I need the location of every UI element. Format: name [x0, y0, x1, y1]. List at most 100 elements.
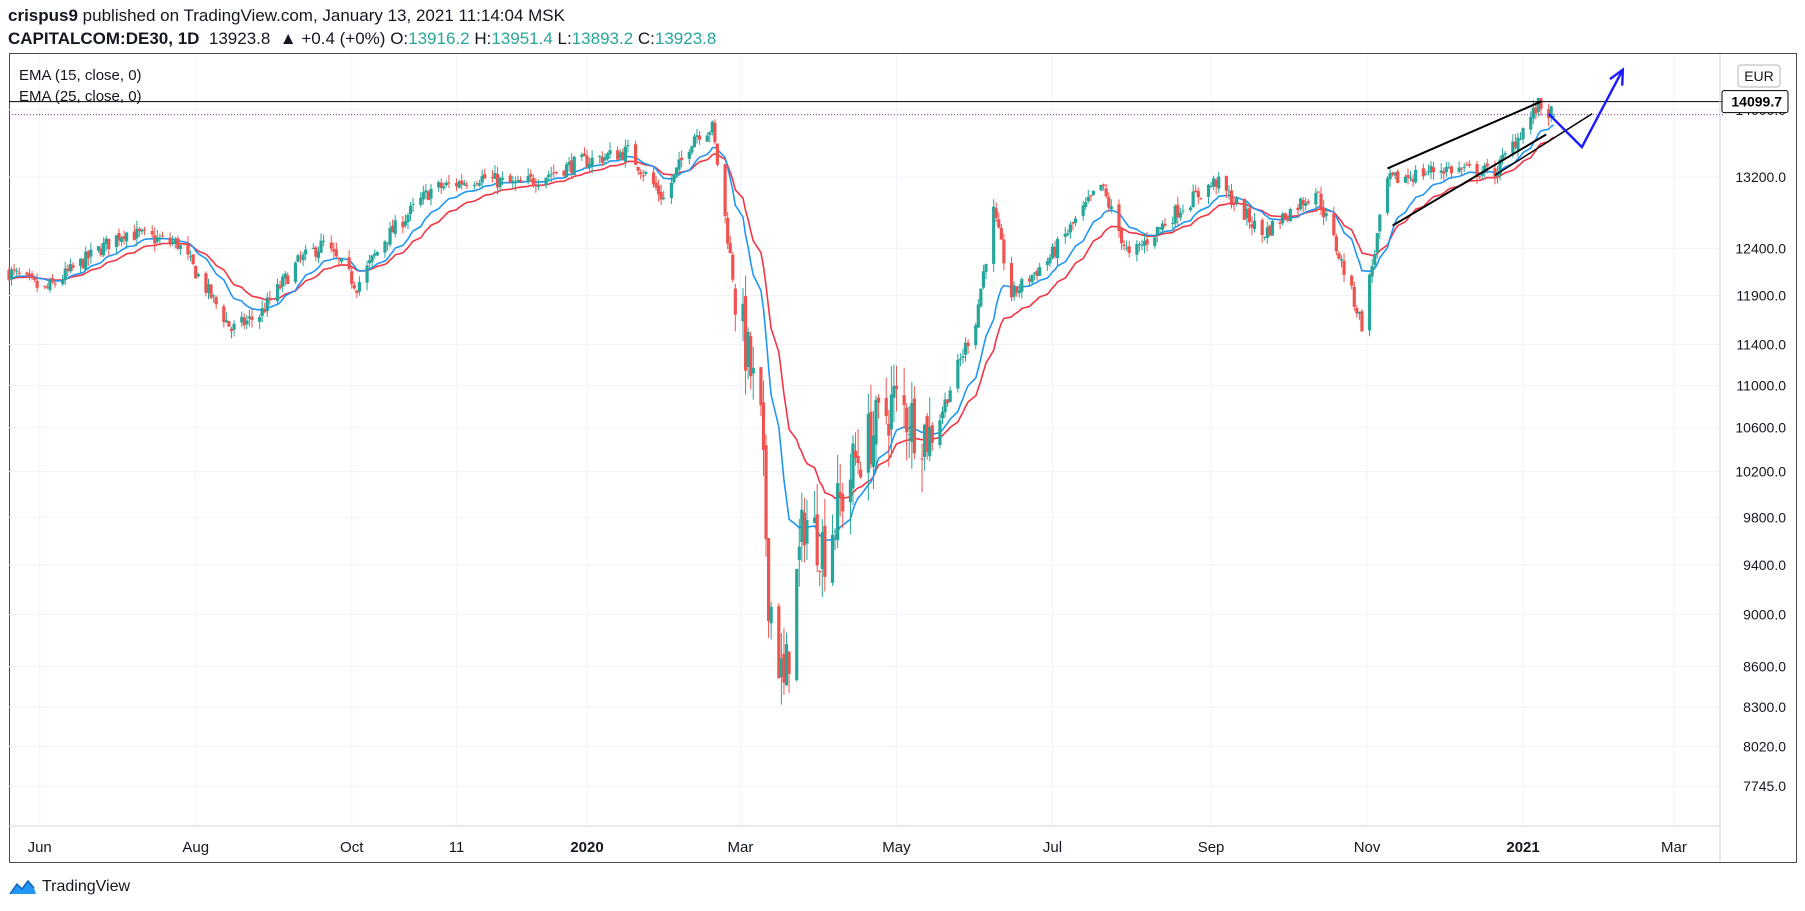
candle-body [465, 185, 469, 187]
candle-body [1142, 240, 1147, 246]
candle-body [122, 236, 126, 240]
candle-body [457, 181, 461, 188]
candle-body [403, 221, 408, 226]
candle-body [84, 251, 88, 270]
y-tick-label: 12400.0 [1735, 240, 1786, 256]
channel-lower-line [1392, 133, 1547, 227]
candle-body [1288, 209, 1292, 222]
last-price-badge-label: 14099.7 [1731, 94, 1782, 110]
candle-body [833, 530, 837, 532]
candle-body [815, 514, 819, 566]
candle-body [590, 157, 594, 166]
candle-body [907, 434, 911, 436]
x-tick-label: 2021 [1506, 839, 1539, 856]
candle-body [1334, 236, 1338, 252]
candle-body [743, 296, 748, 371]
candle-body [1324, 213, 1328, 217]
candle-body [1521, 128, 1525, 140]
candle-body [963, 342, 968, 355]
candle-body [830, 534, 835, 583]
candle-body [1015, 286, 1019, 293]
candle-body [659, 191, 663, 200]
candle-body [1316, 191, 1321, 193]
candle-body [1270, 220, 1275, 236]
candle-body [125, 232, 129, 242]
candle-body [229, 328, 234, 331]
candle-body [677, 159, 681, 170]
candle-body [618, 152, 622, 159]
candle-body [227, 321, 231, 327]
candle-body [1084, 202, 1088, 207]
candle-body [654, 182, 658, 188]
candle-body [552, 172, 556, 174]
candle-body [1501, 154, 1505, 161]
candle-body [1053, 246, 1057, 257]
candle-body [150, 231, 154, 235]
candle-body [1017, 290, 1021, 294]
candle-body [368, 260, 372, 264]
candle-body [188, 256, 193, 258]
candle-body [373, 253, 377, 256]
candle-body [1460, 168, 1464, 170]
candle-body [1360, 311, 1364, 332]
candle-body [674, 167, 679, 174]
candle-body [1127, 246, 1131, 253]
candle-body [263, 309, 267, 313]
candle-body [483, 174, 487, 179]
y-tick-label: 9800.0 [1743, 509, 1786, 525]
candle-body [454, 182, 459, 187]
ema25-legend[interactable]: EMA (25, close, 0) [19, 88, 142, 105]
candle-body [1135, 243, 1139, 255]
candle-body [912, 398, 916, 454]
candle-body [1368, 274, 1372, 331]
candle-body [636, 166, 640, 171]
candle-body [224, 320, 228, 323]
candle-body [1209, 185, 1213, 187]
candle-body [1229, 190, 1234, 206]
candle-body [564, 164, 569, 177]
candle-body [866, 413, 870, 473]
candle-body [621, 151, 625, 160]
candle-body [1119, 228, 1124, 244]
candle-body [1050, 246, 1055, 259]
candle-body [1178, 212, 1182, 218]
tradingview-footer[interactable]: TradingView [8, 876, 130, 898]
candle-body [104, 238, 108, 245]
candle-body [518, 179, 523, 183]
author-name[interactable]: crispus9 [8, 6, 78, 25]
candle-body [250, 316, 254, 320]
candle-body [728, 243, 732, 254]
candle-body [695, 135, 699, 137]
open-label: O: [390, 29, 409, 48]
candle-body [1393, 172, 1397, 176]
candle-body [979, 288, 983, 307]
candle-body [848, 479, 853, 503]
candle-body [1396, 171, 1400, 183]
candle-body [1298, 198, 1303, 210]
candle-body [142, 229, 147, 231]
candle-body [1319, 193, 1323, 210]
ema15-legend[interactable]: EMA (15, close, 0) [19, 67, 142, 84]
candle-body [439, 182, 443, 188]
candle-body [1442, 171, 1446, 174]
candle-body [1357, 311, 1361, 314]
currency-badge[interactable] [1737, 64, 1781, 88]
candle-body [406, 215, 410, 223]
candle-body [820, 532, 824, 569]
candle-body [1107, 196, 1111, 208]
candle-body [429, 188, 433, 199]
candle-body [746, 331, 750, 367]
close-value: 13923.8 [654, 29, 717, 48]
candle-body [723, 164, 727, 216]
candle-body [1217, 176, 1221, 189]
candle-body [370, 255, 374, 262]
candle-body [766, 538, 771, 621]
candle-body [347, 257, 351, 270]
candle-body [1534, 107, 1538, 114]
candle-body [1278, 222, 1282, 224]
candle-body [375, 251, 379, 256]
candle-body [889, 394, 893, 430]
candle-body [800, 509, 804, 543]
candle-body [1516, 137, 1520, 150]
